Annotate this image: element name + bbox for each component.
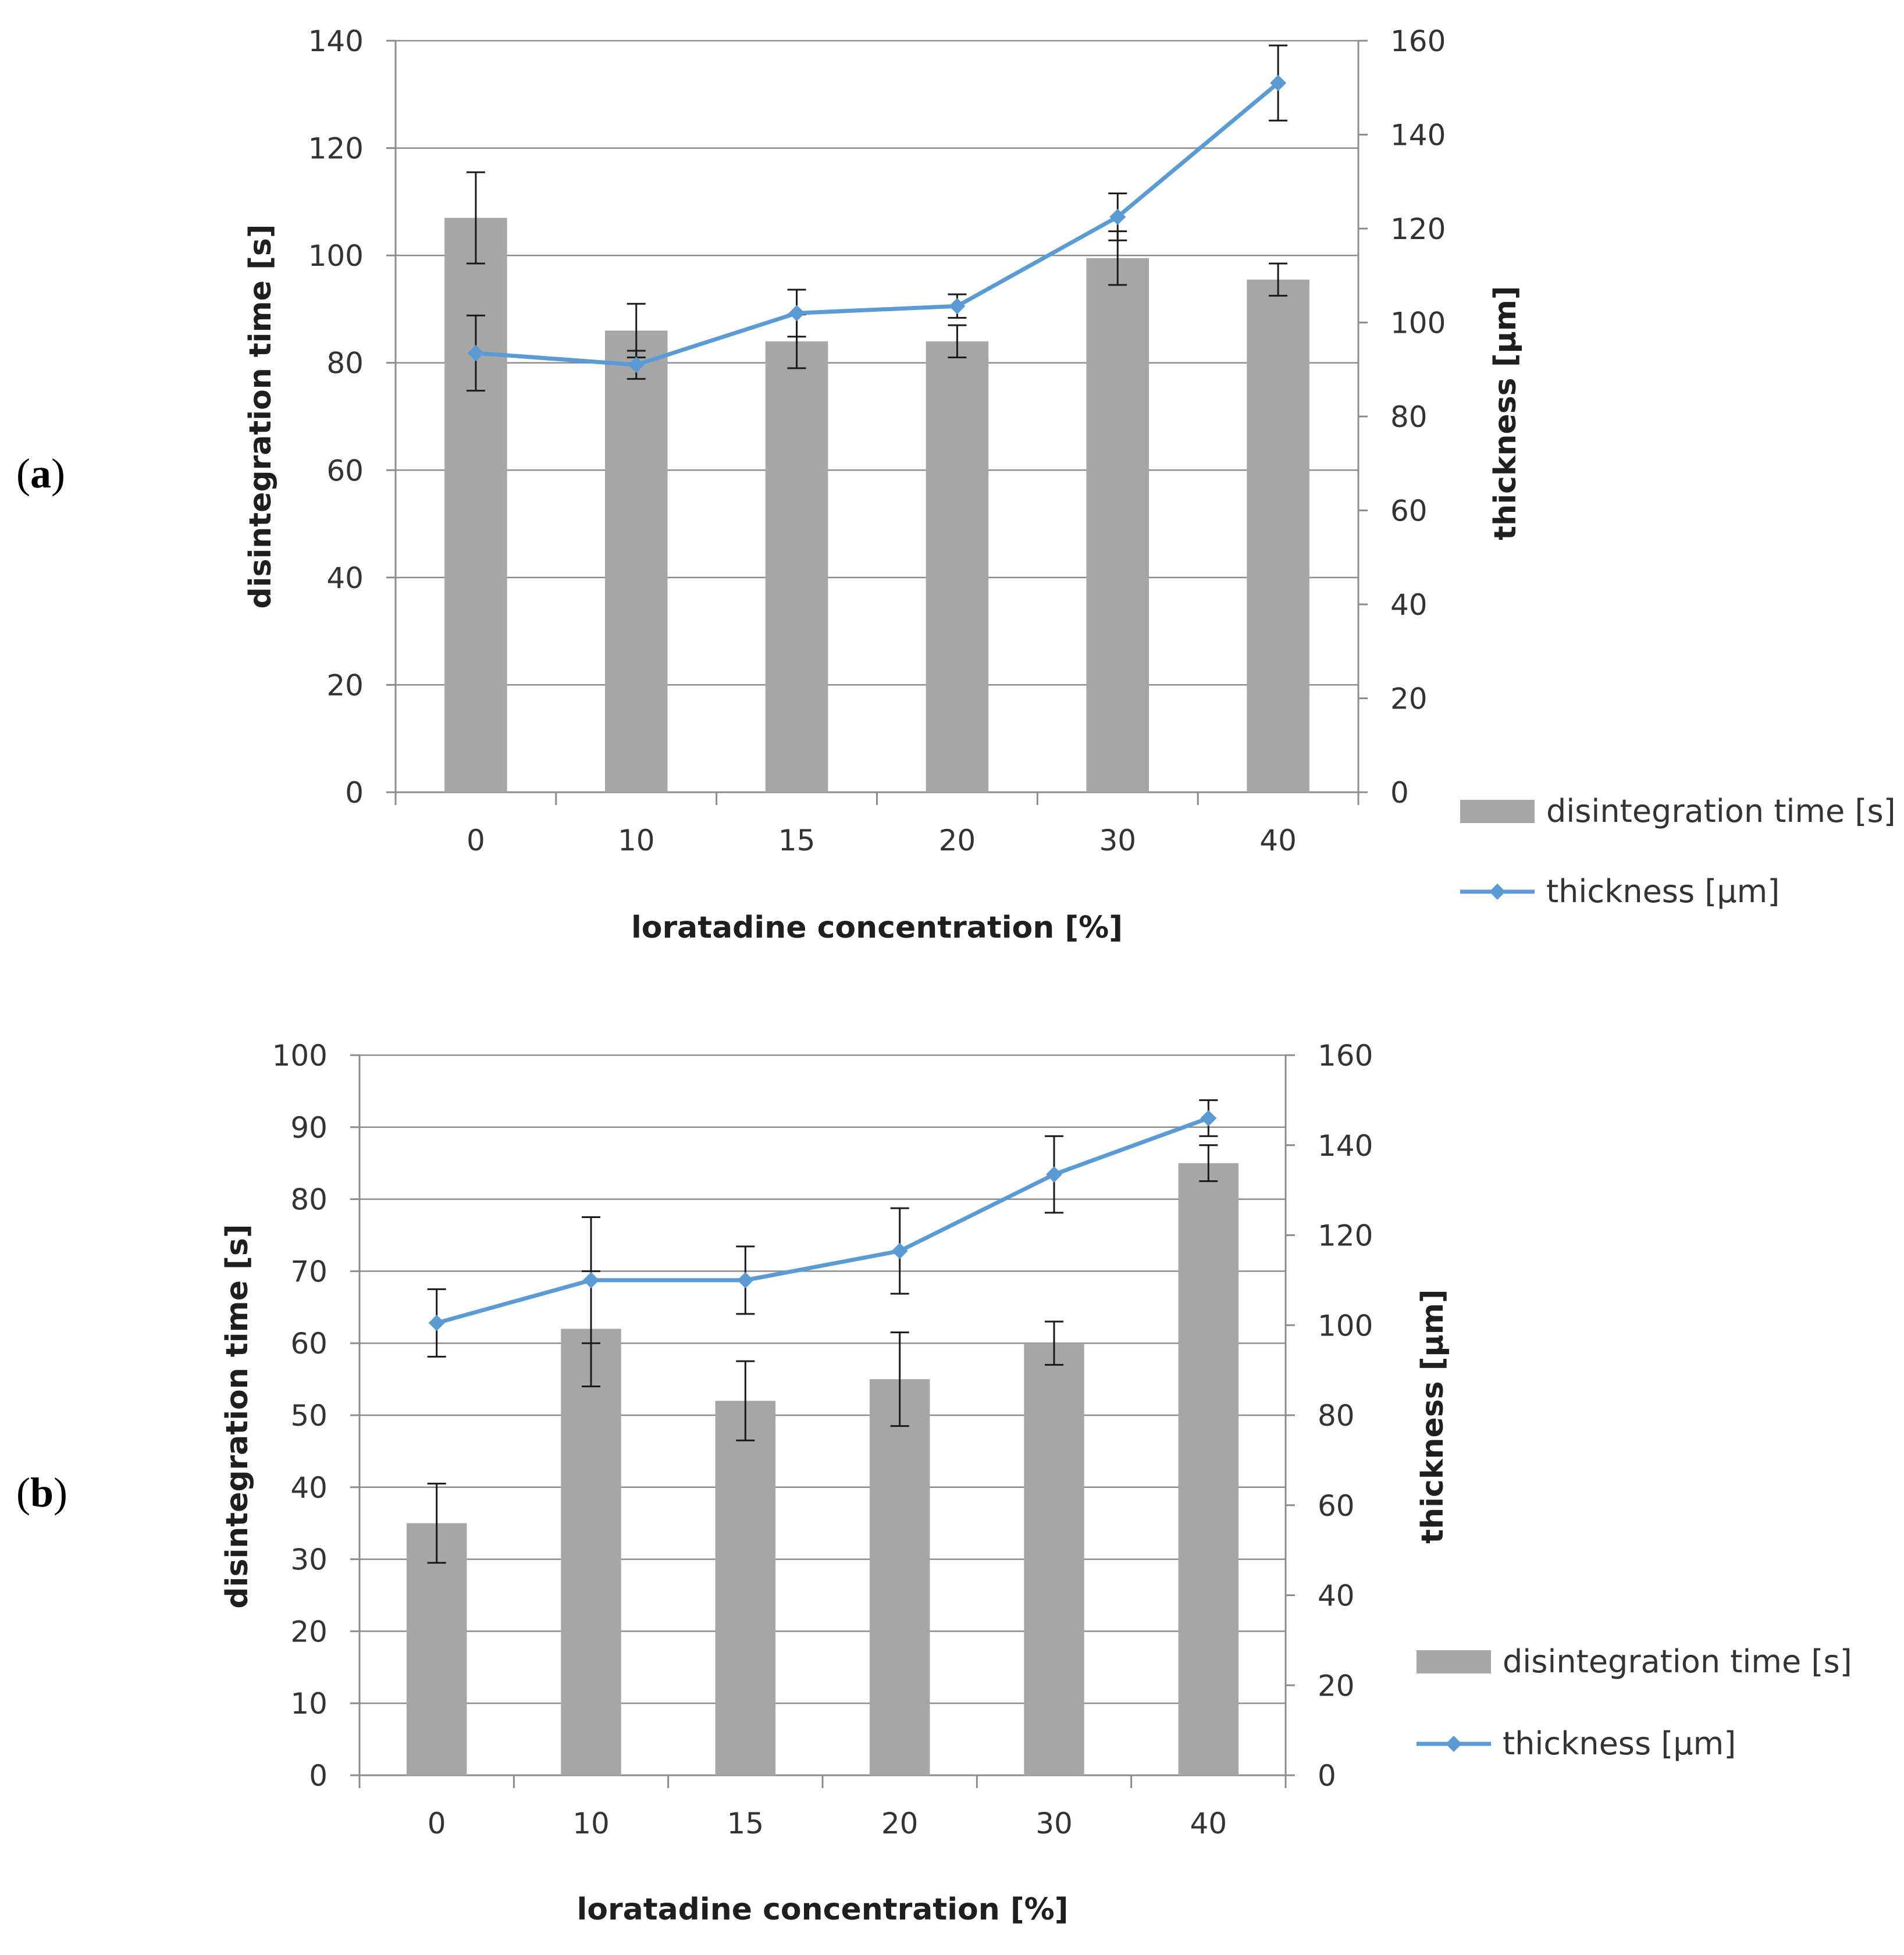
data-point [1270, 74, 1287, 91]
data-point [1200, 1110, 1217, 1127]
legend-marker [1489, 884, 1506, 900]
bar [765, 341, 828, 792]
bar [926, 341, 989, 792]
legend: disintegration time [s] thickness [μm] [1417, 1643, 1852, 1762]
data-point [583, 1272, 599, 1288]
y-tick-label: 10 [290, 1687, 328, 1721]
bar [1024, 1343, 1084, 1775]
x-axis-title: loratadine concentration [%] [631, 910, 1123, 945]
y2-tick-label: 140 [1318, 1129, 1373, 1163]
bar [444, 218, 507, 792]
legend-bar-swatch [1417, 1650, 1491, 1673]
y-axis-title: disintegration time [s] [243, 224, 278, 608]
y-tick-label: 60 [326, 454, 364, 487]
y2-tick-label: 80 [1318, 1399, 1355, 1433]
data-point [949, 298, 966, 315]
x-tick-label: 20 [881, 1807, 919, 1840]
y-tick-label: 20 [326, 668, 364, 702]
x-tick-label: 0 [467, 824, 485, 857]
series-line [475, 81, 1280, 367]
y2-tick-label: 0 [1318, 1759, 1336, 1793]
y2-tick-label: 160 [1318, 1039, 1373, 1073]
y-tick-label: 70 [290, 1255, 328, 1288]
series-line [436, 1116, 1209, 1325]
x-tick-label: 20 [939, 824, 976, 857]
legend-bar-swatch [1460, 800, 1535, 823]
y2-tick-label: 0 [1390, 776, 1409, 810]
chart-panel-a: (a)0204060801001201400204060801001201401… [16, 24, 1896, 945]
y-tick-label: 80 [290, 1183, 328, 1217]
bar [1086, 258, 1149, 792]
y2-tick-label: 140 [1390, 119, 1446, 152]
y-tick-label: 120 [308, 132, 364, 166]
x-tick-label: 15 [778, 824, 816, 857]
bar [561, 1329, 621, 1775]
x-tick-label: 40 [1190, 1807, 1227, 1840]
x-axis-title: loratadine concentration [%] [576, 1892, 1068, 1927]
data-point [891, 1242, 908, 1259]
bar [1247, 279, 1309, 793]
data-point [1046, 1166, 1062, 1183]
y-tick-label: 0 [309, 1759, 328, 1793]
y2-tick-label: 60 [1390, 494, 1428, 528]
legend-marker [1446, 1736, 1462, 1752]
y2-tick-label: 120 [1390, 212, 1446, 246]
y-tick-label: 90 [290, 1111, 328, 1145]
data-point [467, 344, 484, 361]
legend-label: thickness [μm] [1546, 873, 1780, 910]
x-tick-label: 10 [572, 1807, 610, 1840]
data-point [628, 357, 645, 373]
data-point [788, 305, 805, 322]
legend: disintegration time [s] thickness [μm] [1460, 793, 1896, 910]
y2-tick-label: 20 [1390, 682, 1428, 716]
data-point [1109, 208, 1126, 225]
bar [869, 1379, 930, 1775]
data-point [428, 1315, 445, 1331]
x-tick-label: 0 [428, 1807, 446, 1840]
y2-tick-label: 40 [1318, 1579, 1355, 1613]
y2-tick-label: 160 [1390, 24, 1446, 58]
y-tick-label: 30 [290, 1543, 328, 1577]
y2-tick-label: 120 [1318, 1219, 1373, 1253]
legend-label: disintegration time [s] [1546, 793, 1896, 829]
y-tick-label: 60 [290, 1327, 328, 1361]
y2-tick-label: 40 [1390, 588, 1428, 622]
data-point [737, 1272, 754, 1288]
y-tick-label: 0 [345, 776, 364, 810]
y-tick-label: 100 [272, 1039, 328, 1073]
y-tick-label: 40 [290, 1471, 328, 1505]
x-tick-label: 30 [1099, 824, 1136, 857]
bar [1178, 1163, 1239, 1775]
x-tick-label: 10 [618, 824, 655, 857]
y-tick-label: 50 [290, 1399, 328, 1433]
y2-axis-title: thickness [μm] [1488, 286, 1523, 540]
y2-tick-label: 100 [1390, 307, 1446, 340]
y-tick-label: 20 [290, 1615, 328, 1648]
panel-label: (a) [16, 450, 65, 497]
y2-tick-label: 80 [1390, 400, 1428, 434]
panel-label: (b) [16, 1469, 67, 1516]
x-tick-label: 30 [1035, 1807, 1073, 1840]
x-tick-label: 40 [1259, 824, 1297, 857]
y-tick-label: 80 [326, 347, 364, 380]
y-tick-label: 40 [326, 561, 364, 595]
bar [715, 1401, 776, 1775]
y2-axis-title: thickness [μm] [1415, 1289, 1450, 1543]
y-tick-label: 140 [308, 24, 364, 58]
y2-tick-label: 60 [1318, 1489, 1355, 1523]
y-axis-title: disintegration time [s] [220, 1224, 255, 1608]
legend-label: thickness [μm] [1503, 1725, 1736, 1762]
y2-tick-label: 100 [1318, 1309, 1373, 1342]
y2-tick-label: 20 [1318, 1669, 1355, 1703]
bar [604, 330, 668, 792]
chart-panel-b: (b)0102030405060708090100020406080100120… [16, 1039, 1852, 1927]
bar [406, 1523, 467, 1775]
x-tick-label: 15 [727, 1807, 764, 1840]
y-tick-label: 100 [308, 239, 364, 273]
legend-label: disintegration time [s] [1503, 1643, 1852, 1680]
